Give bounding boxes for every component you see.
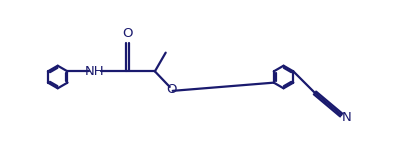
Text: O: O xyxy=(166,83,176,96)
Text: N: N xyxy=(342,111,351,124)
Text: O: O xyxy=(122,26,133,40)
Text: NH: NH xyxy=(85,65,105,78)
